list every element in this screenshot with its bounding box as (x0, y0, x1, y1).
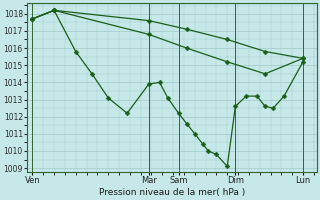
X-axis label: Pression niveau de la mer( hPa ): Pression niveau de la mer( hPa ) (99, 188, 245, 197)
